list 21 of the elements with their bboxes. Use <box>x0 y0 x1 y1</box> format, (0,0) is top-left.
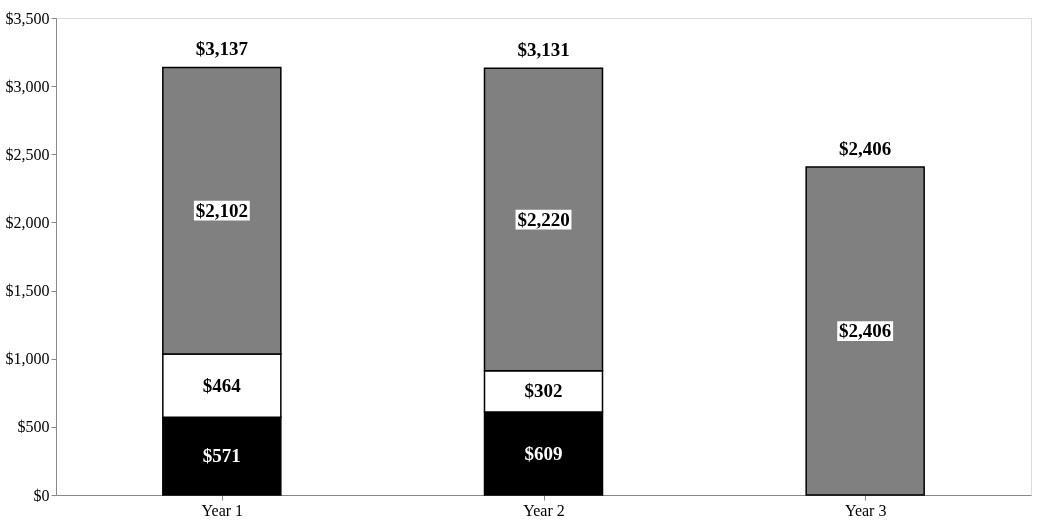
y-tick-label: $1,500 <box>5 282 50 300</box>
x-tick-label: Year 1 <box>201 501 244 519</box>
y-tick-label: $2,000 <box>5 213 50 231</box>
total-label: $3,131 <box>517 39 570 61</box>
x-tick-label: Year 2 <box>523 501 565 519</box>
y-tick-label: $1,000 <box>5 350 50 368</box>
y-tick-label: $0 <box>33 486 50 504</box>
data-label: $464 <box>202 374 242 396</box>
data-label: $571 <box>202 445 241 467</box>
y-tick-label: $2,500 <box>5 145 50 163</box>
y-tick-label: $500 <box>17 418 50 436</box>
data-label: $2,102 <box>195 199 248 221</box>
total-label: $3,137 <box>195 38 249 60</box>
x-tick-label: Year 3 <box>844 501 887 519</box>
data-label: $302 <box>524 380 563 402</box>
y-tick-label: $3,000 <box>5 77 50 95</box>
data-label: $609 <box>524 442 563 464</box>
data-label: $2,406 <box>839 320 892 342</box>
total-label: $2,406 <box>839 138 892 160</box>
data-label: $2,220 <box>517 208 570 230</box>
y-tick-label: $3,500 <box>5 9 50 27</box>
